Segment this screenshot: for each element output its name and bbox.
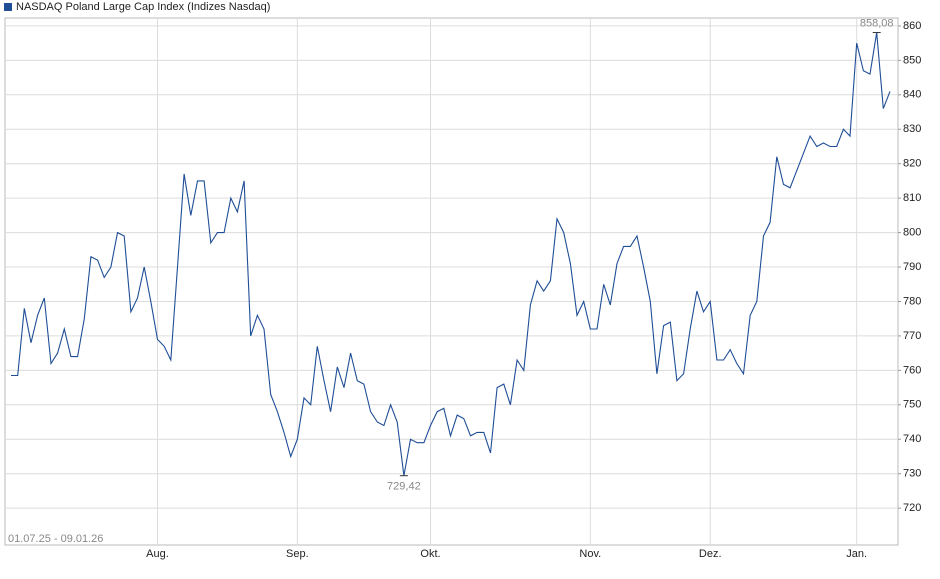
x-tick-label: Aug. [146,548,169,560]
x-tick-label: Okt. [420,548,440,560]
y-tick-label: 860 [903,20,921,32]
y-tick-label: 790 [903,261,921,273]
y-tick-label: 840 [903,89,921,101]
x-tick-label: Jan. [846,548,867,560]
legend-swatch [4,3,12,11]
value-label: 729,42 [387,481,421,493]
y-tick-label: 830 [903,123,921,135]
y-tick-label: 720 [903,502,921,514]
y-tick-label: 740 [903,433,921,445]
y-tick-label: 730 [903,468,921,480]
x-tick-label: Nov. [579,548,601,560]
x-tick-label: Dez. [699,548,722,560]
y-tick-label: 760 [903,364,921,376]
date-range: 01.07.25 - 09.01.26 [8,533,103,545]
line [11,32,891,476]
chart-title: NASDAQ Poland Large Cap Index (Indizes N… [16,1,270,13]
y-tick-label: 820 [903,158,921,170]
y-tick-label: 780 [903,295,921,307]
plot-frame [4,17,899,546]
y-tick-label: 770 [903,330,921,342]
y-tick-label: 750 [903,399,921,411]
y-tick-label: 800 [903,226,921,238]
value-label: 858,08 [860,17,894,29]
y-tick-label: 810 [903,192,921,204]
y-tick-label: 850 [903,54,921,66]
x-tick-label: Sep. [286,548,309,560]
